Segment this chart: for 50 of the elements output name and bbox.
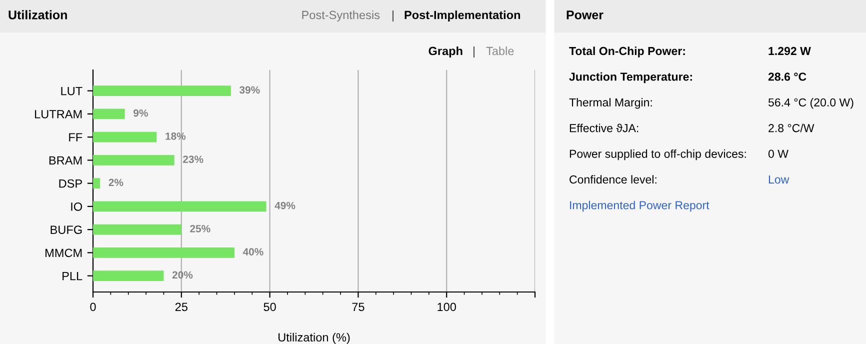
text: Post-Implementation [404,10,520,22]
text: Power [566,10,604,20]
y-tick-label: FF [69,133,82,142]
bar [93,178,100,189]
bar [93,154,174,166]
bar [93,201,266,212]
text: Post-Synthesis [302,10,380,22]
bar [93,108,125,120]
y-tick-label: LUTRAM [35,110,82,118]
data-label: 39% [239,86,260,94]
y-tick-label: BRAM [49,156,82,164]
y-tick-label: LUT [61,86,82,96]
text: Power supplied to off-chip devices: [570,149,746,160]
text: 28.6 °C [768,72,806,81]
chart-title: Utilization [8,10,67,20]
x-tick-label: 25 [175,302,188,312]
bar [93,224,182,235]
x-axis-title: Utilization (%) [278,332,350,344]
x-tick-label: 50 [264,302,276,312]
data-label: 2% [108,178,124,186]
y-tick-label: MMCM [46,248,82,258]
text: 0 W [768,150,788,158]
data-label: 49% [274,202,296,210]
text: Confidence level: [570,175,656,184]
data-label: 25% [190,224,210,232]
text: 1.292 W [768,46,811,56]
text: Table [486,46,514,56]
y-tick-label: IO [71,202,82,211]
text: Implemented Power Report [570,200,710,212]
text: 56.4 °C (20.0 W) [768,98,854,109]
text: Effective ϑJA: [570,124,638,132]
data-label: 40% [242,248,264,256]
text: Total On-Chip Power: [569,46,685,58]
y-tick-label: BUFG [50,226,82,234]
bar [93,247,234,258]
bar [93,86,231,96]
data-label: 9% [134,109,148,117]
bar [93,270,164,282]
text: Graph [428,46,462,58]
text: Junction Temperature: [569,72,692,84]
bar [93,132,157,142]
x-tick-label: 0 [90,302,96,312]
text: Low [768,176,790,184]
y-tick-label: DSP [59,179,82,188]
data-label: 23% [183,156,204,163]
text: Thermal Margin: [569,98,652,109]
text: 2.8 °C/W [768,124,814,132]
x-tick-label: 75 [352,302,364,312]
y-tick-label: PLL [62,272,82,280]
x-tick-label: 100 [438,302,456,312]
